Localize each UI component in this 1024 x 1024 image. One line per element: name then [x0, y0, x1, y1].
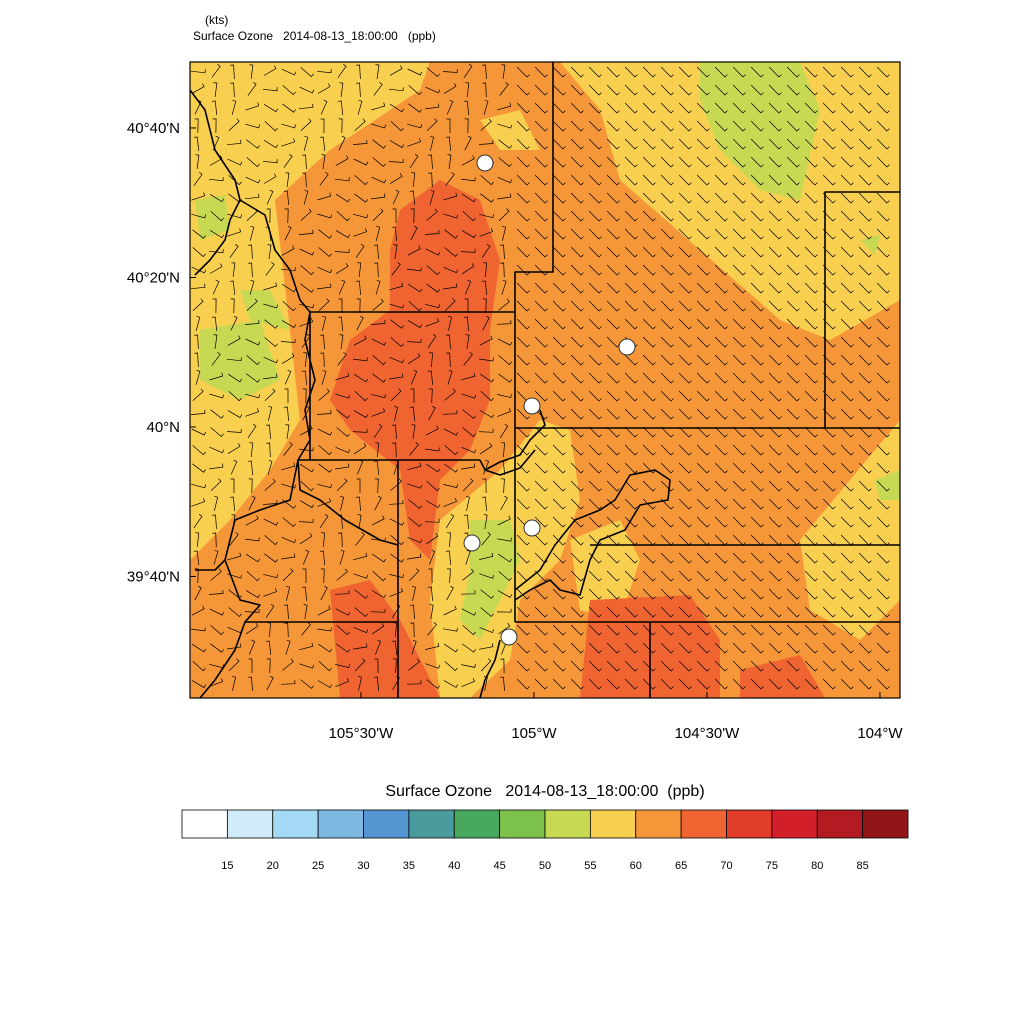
colorbar-box: [726, 809, 773, 839]
colorbar-box: [408, 809, 455, 839]
ozone-fill: [190, 62, 900, 698]
colorbar-box: [181, 809, 228, 839]
colorbar-box: [544, 809, 591, 839]
colorbar-box: [816, 809, 864, 839]
colorbar-label: 80: [811, 860, 823, 872]
lon-tick-label: 105°30'W: [329, 725, 395, 742]
lat-tick-label: 39°40'N: [127, 568, 180, 585]
county-lines: [190, 62, 900, 698]
colorbar-label: 25: [312, 860, 324, 872]
lat-tick-label: 40°N: [146, 419, 180, 436]
colorbar-label: 50: [539, 860, 551, 872]
colorbar-box: [272, 809, 319, 839]
station: [618, 338, 636, 356]
colorbar-label: 70: [720, 860, 732, 872]
colorbar-label: 65: [675, 860, 687, 872]
lat-tick-label: 40°20'N: [127, 270, 180, 287]
colorbar-label: 20: [267, 860, 279, 872]
map-title: Surface Ozone 2014-08-13_18:00:00 (ppb): [193, 29, 436, 43]
colorbar-label: 85: [857, 860, 869, 872]
colorbar-label: 40: [448, 860, 460, 872]
colorbar-box: [317, 809, 364, 839]
colorbar-label: 30: [357, 860, 369, 872]
colorbar-box: [363, 809, 410, 839]
station: [463, 534, 481, 552]
wind-barbs: [190, 63, 890, 692]
lon-tick-label: 104°W: [857, 725, 903, 742]
station: [523, 519, 541, 537]
colorbar-title: Surface Ozone 2014-08-13_18:00:00 (ppb): [385, 783, 704, 800]
station: [476, 154, 494, 172]
colorbar-box: [771, 809, 818, 839]
colorbar-label: 55: [584, 860, 596, 872]
station: [523, 397, 541, 415]
colorbar-box: [635, 809, 682, 839]
colorbar-label: 15: [221, 860, 233, 872]
lon-tick-label: 105°W: [511, 725, 557, 742]
stations: [463, 154, 636, 646]
colorbar-label: 60: [630, 860, 642, 872]
units-label: (kts): [205, 13, 228, 27]
colorbar-box: [499, 809, 546, 839]
colorbar-box: [862, 809, 909, 839]
colorbar-box: [453, 809, 501, 839]
ozone-fill: [430, 110, 900, 698]
station: [500, 628, 518, 646]
lon-tick-label: 104°30'W: [675, 725, 741, 742]
colorbar-label: 75: [766, 860, 778, 872]
colorbar-box: [226, 809, 274, 839]
colorbar-box: [680, 809, 727, 839]
colorbar-box: [589, 809, 637, 839]
lat-tick-label: 40°40'N: [127, 120, 180, 137]
colorbar-label: 45: [494, 860, 506, 872]
map-frame: [189, 61, 901, 699]
map-area: [190, 62, 900, 698]
colorbar-label: 35: [403, 860, 415, 872]
ozone-fill: [330, 180, 825, 698]
